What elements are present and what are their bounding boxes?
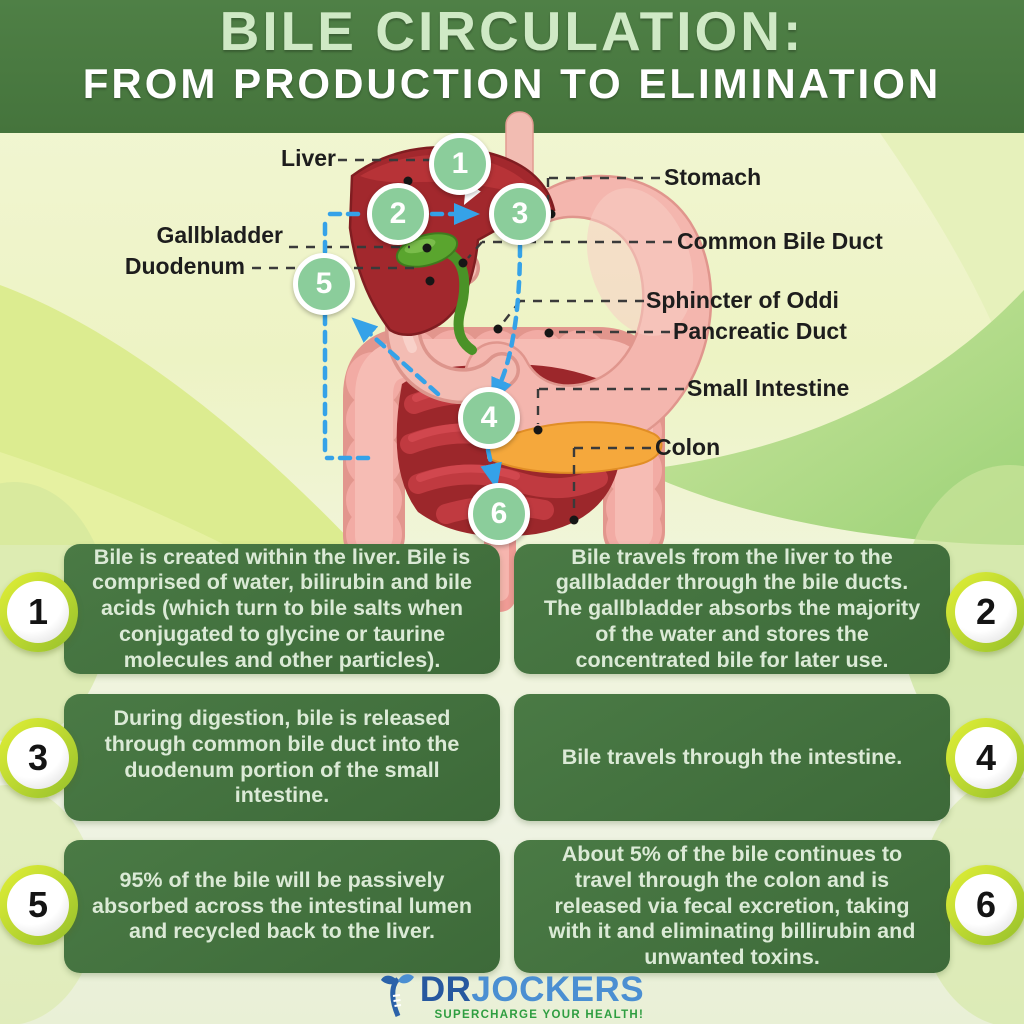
step-box-1: Bile is created within the liver. Bile i… [64, 544, 500, 674]
label-liver: Liver [281, 145, 336, 171]
step-number-badge-2: 2 [946, 572, 1024, 652]
diagram-step-marker-4: 4 [458, 387, 520, 449]
step-text-5: 95% of the bile will be passively absorb… [92, 867, 472, 944]
step-text-2: Bile travels from the liver to the gallb… [543, 544, 921, 672]
duodenum-graphic [384, 250, 520, 405]
diagram-step-marker-6: 6 [468, 483, 530, 545]
step-number-badge-6: 6 [946, 865, 1024, 945]
step-number-badge-3: 3 [0, 718, 78, 798]
drjockers-leaf-icon [380, 974, 414, 1017]
badge-number: 5 [7, 874, 69, 936]
badge-number: 3 [7, 727, 69, 789]
label-connector-lines [252, 158, 684, 514]
diagram-step-marker-2: 2 [367, 183, 429, 245]
step-box-3: During digestion, bile is released throu… [64, 694, 500, 821]
footer-brand: DRJOCKERS SUPERCHARGE YOUR HEALTH! [0, 972, 1024, 1021]
diagram-step-marker-1: 1 [429, 133, 491, 195]
step-box-5: 95% of the bile will be passively absorb… [64, 840, 500, 973]
bile-duct-graphic [445, 249, 477, 355]
step-box-4: Bile travels through the intestine. [514, 694, 950, 821]
brand-dr: DR [419, 970, 472, 1009]
badge-number: 1 [7, 581, 69, 643]
badge-number: 6 [955, 874, 1017, 936]
step-box-2: Bile travels from the liver to the gallb… [514, 544, 950, 674]
diagram-step-marker-3: 3 [489, 183, 551, 245]
label-sphincter-of-oddi: Sphincter of Oddi [646, 287, 839, 313]
page-title: BILE CIRCULATION: [219, 0, 805, 62]
step-text-6: About 5% of the bile continues to travel… [548, 842, 916, 970]
page-subtitle: FROM PRODUCTION TO ELIMINATION [82, 59, 942, 107]
step-text-3: During digestion, bile is released throu… [104, 705, 460, 808]
badge-number: 2 [955, 581, 1017, 643]
label-pancreatic-duct: Pancreatic Duct [673, 318, 847, 344]
label-stomach: Stomach [664, 164, 762, 190]
brand-tagline: SUPERCHARGE YOUR HEALTH! [434, 1009, 645, 1021]
label-small-intestine: Small Intestine [687, 375, 850, 401]
badge-number: 4 [955, 727, 1017, 789]
label-anchor-dots [403, 176, 579, 525]
diagram-step-marker-5: 5 [293, 253, 355, 315]
step-number-badge-1: 1 [0, 572, 78, 652]
step-box-6: About 5% of the bile continues to travel… [514, 840, 950, 973]
brand-name: DRJOCKERS [420, 972, 644, 1007]
step-number-badge-4: 4 [946, 718, 1024, 798]
label-colon: Colon [655, 434, 721, 460]
brand-jockers: JOCKERS [471, 970, 645, 1009]
step-text-1: Bile is created within the liver. Bile i… [92, 544, 472, 672]
header-banner: BILE CIRCULATION: FROM PRODUCTION TO ELI… [0, 0, 1024, 133]
label-duodenum: Duodenum [124, 253, 245, 279]
step-number-badge-5: 5 [0, 865, 78, 945]
label-gallbladder: Gallbladder [156, 222, 283, 248]
step-text-4: Bile travels through the intestine. [561, 744, 903, 769]
label-common-bile-duct: Common Bile Duct [677, 228, 883, 254]
